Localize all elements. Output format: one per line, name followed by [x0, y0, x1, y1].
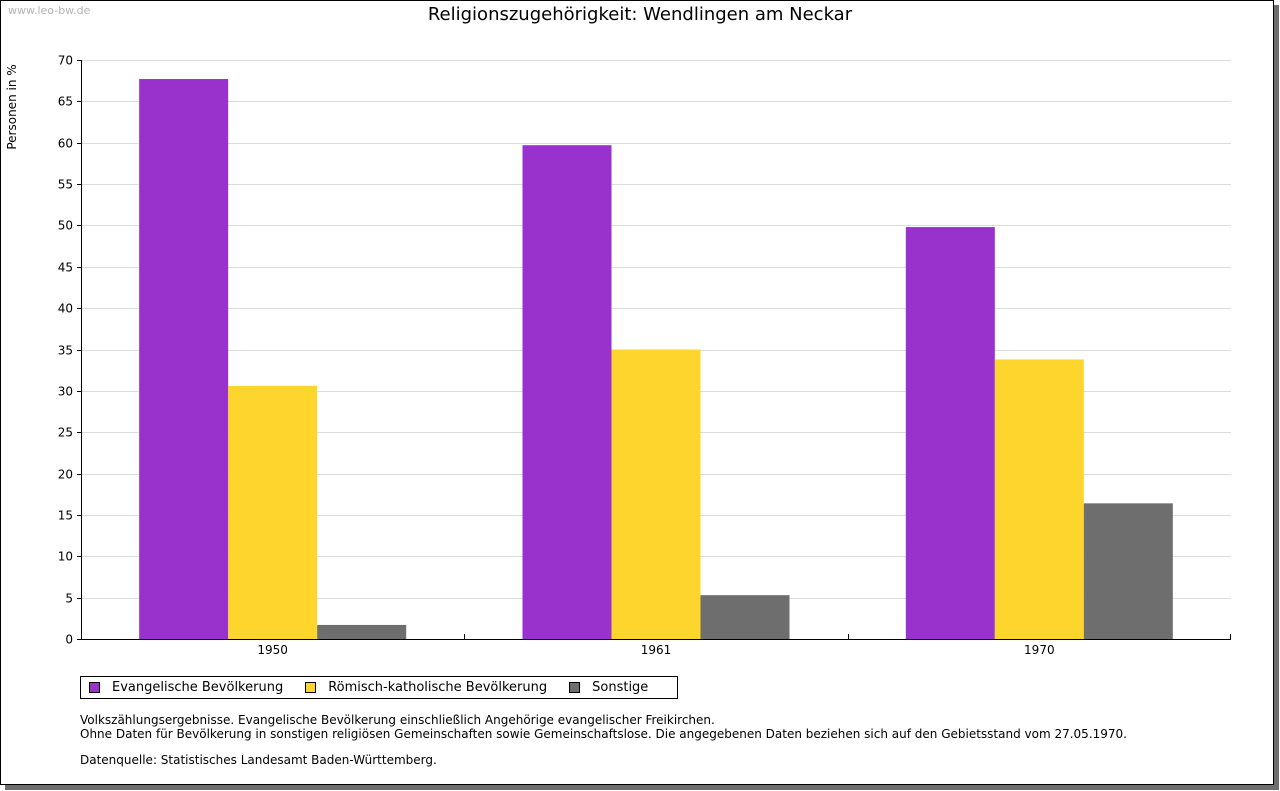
y-tick-label: 30: [58, 385, 73, 399]
y-tick-label: 10: [58, 550, 73, 564]
legend-item: Römisch-katholische Bevölkerung: [305, 680, 547, 695]
legend-label: Sonstige: [592, 680, 649, 695]
legend-label: Evangelische Bevölkerung: [112, 680, 284, 695]
legend-swatch: [305, 682, 317, 693]
bar-1961-1: [522, 145, 612, 639]
x-tick-label: 1970: [1024, 643, 1055, 657]
bar-1970-3: [1083, 503, 1173, 639]
legend-swatch: [569, 682, 581, 693]
y-tick-label: 35: [58, 344, 73, 358]
footnote-line-1: Volkszählungsergebnisse. Evangelische Be…: [80, 713, 715, 727]
y-tick-label: 60: [58, 137, 73, 151]
y-tick-label: 25: [58, 426, 73, 440]
x-tick-label: 1950: [257, 643, 288, 657]
bar-1961-3: [700, 595, 790, 639]
footnote-line-2: Ohne Daten für Bevölkerung in sonstigen …: [80, 727, 1127, 741]
bar-1961-2: [611, 349, 701, 639]
footnotes: Volkszählungsergebnisse. Evangelische Be…: [80, 713, 1127, 767]
x-tick-label: 1961: [641, 643, 672, 657]
legend-item: Evangelische Bevölkerung: [89, 680, 283, 695]
y-tick-label: 0: [65, 633, 73, 647]
bar-1970-1: [905, 227, 995, 639]
y-tick-label: 5: [65, 592, 73, 606]
y-tick-label: 20: [58, 468, 73, 482]
legend-swatch: [89, 682, 100, 693]
bar-1950-3: [317, 624, 407, 639]
bar-1950-1: [139, 79, 229, 639]
y-tick-label: 55: [58, 178, 73, 192]
bars: [139, 79, 1173, 639]
y-tick-label: 45: [58, 261, 73, 275]
data-source: Datenquelle: Statistisches Landesamt Bad…: [80, 753, 437, 767]
y-tick-label: 40: [58, 302, 73, 316]
bar-1970-2: [994, 359, 1084, 639]
y-tick-label: 65: [58, 95, 73, 109]
y-tick-label: 15: [58, 509, 73, 523]
chart-title: Religionszugehörigkeit: Wendlingen am Ne…: [428, 4, 853, 25]
legend-label: Römisch-katholische Bevölkerung: [328, 680, 548, 695]
legend-item: Sonstige: [569, 680, 648, 695]
bar-1950-2: [228, 385, 318, 639]
watermark: www.leo-bw.de: [8, 4, 91, 17]
y-axis-label: Personen in %: [5, 64, 19, 149]
legend: Evangelische Bevölkerung Römisch-katholis…: [80, 676, 678, 699]
y-tick-label: 70: [58, 54, 73, 68]
y-tick-label: 50: [58, 219, 73, 233]
axes: 0 5 10 15 20 25 30 35 40 45 50 55 60 65 70 1950 1961 1970: [58, 54, 1231, 657]
